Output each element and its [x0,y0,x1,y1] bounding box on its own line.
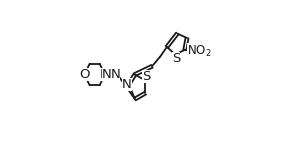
Text: N: N [102,68,112,81]
Text: S: S [172,52,180,65]
Text: N: N [111,68,120,81]
Text: S: S [142,70,150,83]
Text: N: N [122,78,132,91]
Text: N: N [100,68,110,81]
Text: NO$_2$: NO$_2$ [187,43,212,59]
Text: O: O [79,68,90,81]
